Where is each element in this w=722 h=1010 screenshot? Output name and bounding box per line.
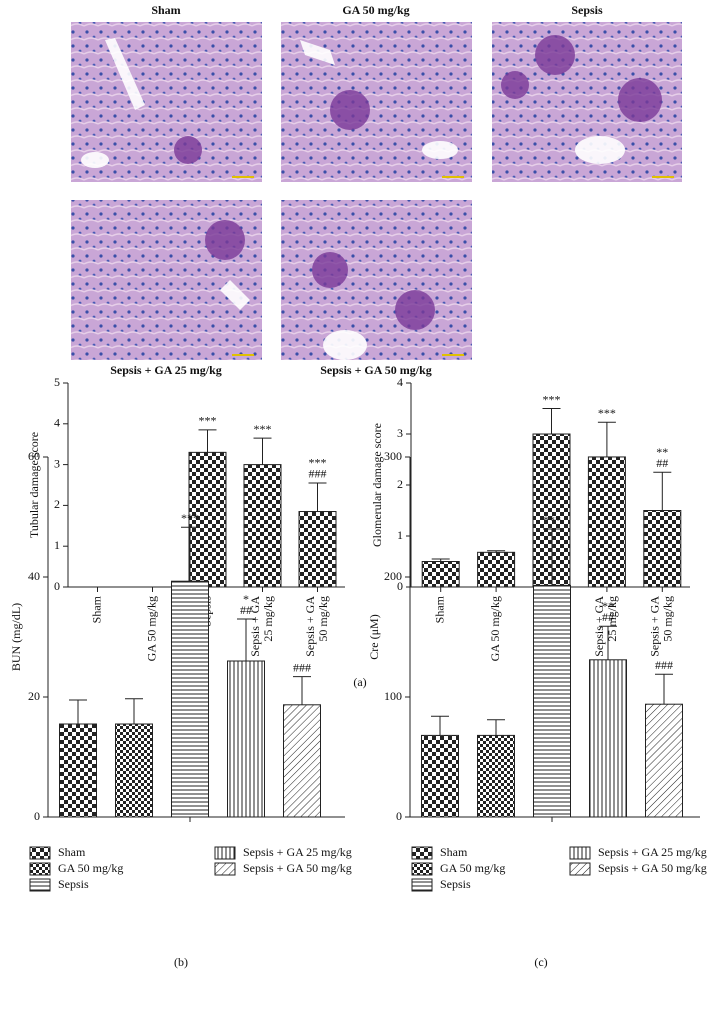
significance-label: ###: [309, 467, 327, 481]
y-tick-label: 0: [54, 579, 60, 593]
legend-swatch: [411, 862, 433, 876]
bar: [645, 703, 683, 818]
micrograph-label: Sepsis: [571, 3, 603, 17]
legend-swatch: [411, 846, 433, 860]
y-axis-label: Glomerular damage score: [370, 423, 384, 547]
legend-swatch: [411, 878, 433, 892]
x-tick-label: GA 50 mg/kg: [144, 596, 158, 661]
micrograph-label: Sham: [151, 3, 180, 17]
significance-label: ***: [199, 414, 217, 428]
significance-label: ***: [543, 513, 561, 527]
panel-label: (c): [534, 955, 547, 969]
y-tick-label: 200: [384, 569, 402, 583]
significance-label: ***: [598, 406, 616, 420]
bar: [587, 456, 626, 588]
significance-label: ***: [254, 422, 272, 436]
y-tick-label: 60: [28, 449, 40, 463]
legend-label: Sepsis + GA 25 mg/kg: [598, 845, 707, 859]
micrograph: [281, 200, 472, 360]
y-tick-label: 0: [397, 579, 403, 593]
significance-label: ###: [655, 658, 673, 672]
bar: [115, 723, 153, 818]
panel-label: (a): [353, 675, 366, 689]
legend-label: Sepsis + GA 50 mg/kg: [598, 861, 707, 875]
y-tick-label: 300: [384, 449, 402, 463]
legend-label: Sepsis + GA 50 mg/kg: [243, 861, 352, 875]
y-tick-label: 2: [397, 477, 403, 491]
significance-label: ##: [240, 603, 252, 617]
y-tick-label: 20: [28, 689, 40, 703]
legend-label: Sepsis: [440, 877, 471, 891]
y-tick-label: 0: [34, 809, 40, 823]
bar: [589, 659, 627, 818]
y-tick-label: 100: [384, 689, 402, 703]
y-axis-label: Cre (μM): [367, 614, 381, 659]
bar: [59, 723, 97, 818]
micrographs: Sham GA 50 mg/kg Sepsis Sepsis + GA 25 m…: [71, 3, 682, 377]
legend-swatch: [29, 878, 51, 892]
significance-label: ##: [602, 610, 614, 624]
legend-label: Sham: [440, 845, 468, 859]
y-axis-label: Tubular damage score: [27, 432, 41, 538]
y-tick-label: 3: [54, 456, 60, 470]
bar: [477, 734, 515, 818]
bar: [298, 511, 337, 588]
x-tick-label: Sepsis + GA: [648, 596, 662, 657]
y-tick-label: 5: [54, 375, 60, 389]
legend-swatch: [29, 846, 51, 860]
significance-label: ***: [543, 392, 561, 406]
x-tick-label: Sham: [432, 595, 446, 623]
legend-label: Sepsis: [58, 877, 89, 891]
bar: [421, 561, 460, 588]
legend-swatch: [214, 846, 236, 860]
micrograph-label: Sepsis + GA 50 mg/kg: [320, 363, 432, 377]
y-tick-label: 4: [54, 416, 60, 430]
y-tick-label: 3: [397, 426, 403, 440]
bar: [171, 580, 209, 818]
y-tick-label: 1: [397, 528, 403, 542]
bar: [643, 510, 682, 588]
y-tick-label: 2: [54, 497, 60, 511]
legend-swatch: [29, 862, 51, 876]
y-tick-label: 40: [28, 569, 40, 583]
significance-label: ###: [293, 660, 311, 674]
x-tick-label: GA 50 mg/kg: [488, 596, 502, 661]
x-tick-label: Sham: [89, 595, 103, 623]
significance-label: ##: [656, 456, 668, 470]
x-tick-label: 25 mg/kg: [605, 596, 619, 642]
significance-label: **: [602, 599, 614, 613]
legend-label: Sepsis + GA 25 mg/kg: [243, 845, 352, 859]
x-tick-label: 25 mg/kg: [261, 596, 275, 642]
y-tick-label: 0: [396, 809, 402, 823]
micrograph-label: GA 50 mg/kg: [342, 3, 409, 17]
y-tick-label: 1: [54, 538, 60, 552]
significance-label: ***: [181, 511, 199, 525]
legend-label: GA 50 mg/kg: [58, 861, 123, 875]
bar: [243, 464, 282, 588]
y-tick-label: 4: [397, 375, 403, 389]
bar: [421, 734, 459, 818]
legend-label: GA 50 mg/kg: [440, 861, 505, 875]
x-tick-label: Sepsis + GA: [303, 596, 317, 657]
x-tick-label: 50 mg/kg: [661, 596, 675, 642]
x-tick-label: 50 mg/kg: [316, 596, 330, 642]
bar: [533, 584, 571, 818]
y-axis-label: BUN (mg/dL): [9, 603, 23, 671]
legend-swatch: [214, 862, 236, 876]
bar: [227, 660, 265, 818]
micrograph-label: Sepsis + GA 25 mg/kg: [110, 363, 222, 377]
significance-label: ***: [309, 456, 327, 470]
legend-swatch: [569, 846, 591, 860]
legend-swatch: [569, 862, 591, 876]
panel-label: (b): [174, 955, 188, 969]
significance-label: *: [243, 592, 249, 606]
legend-label: Sham: [58, 845, 86, 859]
significance-label: **: [656, 445, 668, 459]
bar: [283, 704, 321, 818]
bar: [477, 551, 516, 588]
x-tick-label: Sepsis + GA: [248, 596, 262, 657]
